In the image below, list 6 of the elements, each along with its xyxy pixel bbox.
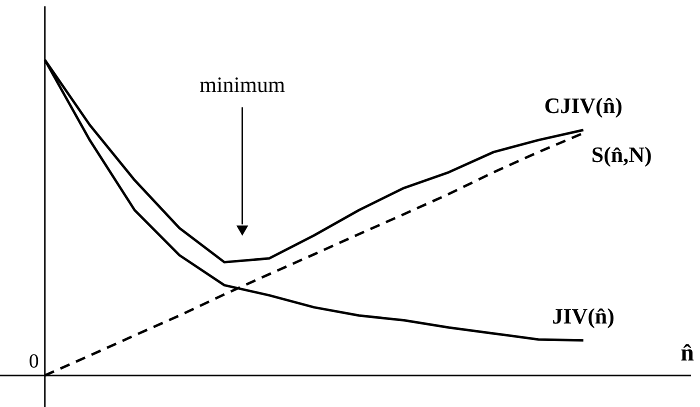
annotation: 0 (28, 350, 39, 372)
series-label: JIV(n̂) (552, 303, 615, 328)
annotation: minimum (200, 72, 286, 98)
x-axis-title: n̂ (680, 340, 694, 366)
series-label: S(n̂,N) (591, 142, 652, 168)
series-label: CJIV(n̂) (544, 92, 622, 118)
